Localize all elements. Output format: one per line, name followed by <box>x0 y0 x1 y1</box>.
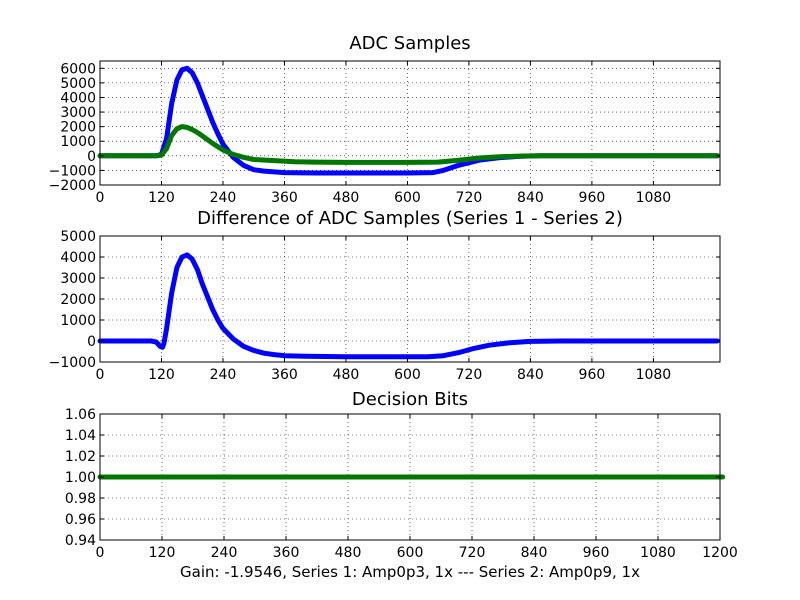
y-tick-label: 0 <box>87 334 96 350</box>
x-tick-label: 720 <box>456 190 483 206</box>
x-tick-label: 840 <box>517 367 544 383</box>
subplot-title: Decision Bits <box>352 389 468 410</box>
x-tick-label: 0 <box>96 190 105 206</box>
x-tick-label: 240 <box>210 190 237 206</box>
y-tick-label: 1000 <box>60 134 96 150</box>
y-tick-label: 2000 <box>60 120 96 136</box>
subplot-title: ADC Samples <box>349 33 470 54</box>
y-tick-label: 1.06 <box>65 407 96 423</box>
x-tick-label: 360 <box>273 545 300 561</box>
y-tick-label: −1000 <box>49 163 96 179</box>
y-tick-label: 3000 <box>60 105 96 121</box>
x-tick-label: 1080 <box>636 367 672 383</box>
subplot-title: Difference of ADC Samples (Series 1 - Se… <box>197 208 623 229</box>
y-tick-label: 5000 <box>60 76 96 92</box>
y-tick-label: 0.96 <box>65 512 96 528</box>
x-tick-label: 0 <box>96 367 105 383</box>
x-tick-label: 960 <box>579 367 606 383</box>
y-tick-label: −1000 <box>49 355 96 371</box>
y-tick-label: 1000 <box>60 313 96 329</box>
x-tick-label: 600 <box>394 190 421 206</box>
x-tick-label: 960 <box>579 190 606 206</box>
y-tick-label: 2000 <box>60 292 96 308</box>
x-tick-label: 360 <box>271 367 298 383</box>
x-tick-label: 840 <box>517 190 544 206</box>
y-tick-label: 0.94 <box>65 533 96 549</box>
x-tick-label: 120 <box>148 190 175 206</box>
y-tick-label: 0.98 <box>65 491 96 507</box>
y-tick-label: −2000 <box>49 178 96 194</box>
figure-xlabel: Gain: -1.9546, Series 1: Amp0p3, 1x --- … <box>180 563 640 581</box>
x-tick-label: 480 <box>333 367 360 383</box>
subplot-2: 0 120 240 360 480 600 720 840 960 1080−1000010002… <box>49 208 721 383</box>
y-tick-label: 3000 <box>60 271 96 287</box>
x-tick-label: 720 <box>456 367 483 383</box>
x-tick-label: 1080 <box>636 190 672 206</box>
y-tick-label: 4000 <box>60 250 96 266</box>
x-tick-label: 1200 <box>702 545 738 561</box>
x-tick-label: 480 <box>333 190 360 206</box>
y-tick-label: 1.04 <box>65 428 96 444</box>
subplots: 0 120 240 360 480 600 720 840 960 1080−2000−10000… <box>49 33 738 561</box>
x-tick-label: 600 <box>394 367 421 383</box>
x-tick-label: 960 <box>583 545 610 561</box>
x-tick-label: 120 <box>148 367 175 383</box>
x-tick-label: 0 <box>96 545 105 561</box>
x-tick-label: 1080 <box>640 545 676 561</box>
x-tick-label: 240 <box>210 367 237 383</box>
subplot-1: 0 120 240 360 480 600 720 840 960 1080 −2000−10000… <box>49 33 721 206</box>
x-tick-label: 720 <box>459 545 486 561</box>
y-tick-label: 0 <box>87 149 96 165</box>
series-line-1 <box>97 252 720 360</box>
y-tick-label: 5000 <box>60 229 96 245</box>
x-tick-label: 840 <box>521 545 548 561</box>
subplot-3: 0 120 240 360 480 600 720 840 960 1080 1200 0.94 0.9… <box>65 389 738 561</box>
y-tick-label: 6000 <box>60 61 96 77</box>
y-tick-label: 4000 <box>60 90 96 106</box>
x-tick-label: 600 <box>397 545 424 561</box>
axes-frame <box>99 60 721 186</box>
x-tick-label: 120 <box>149 545 176 561</box>
y-tick-label: 1.00 <box>65 470 96 486</box>
x-tick-label: 240 <box>211 545 238 561</box>
y-tick-label: 1.02 <box>65 449 96 465</box>
series-line-2 <box>97 124 720 165</box>
x-tick-label: 360 <box>271 190 298 206</box>
x-tick-label: 480 <box>335 545 362 561</box>
